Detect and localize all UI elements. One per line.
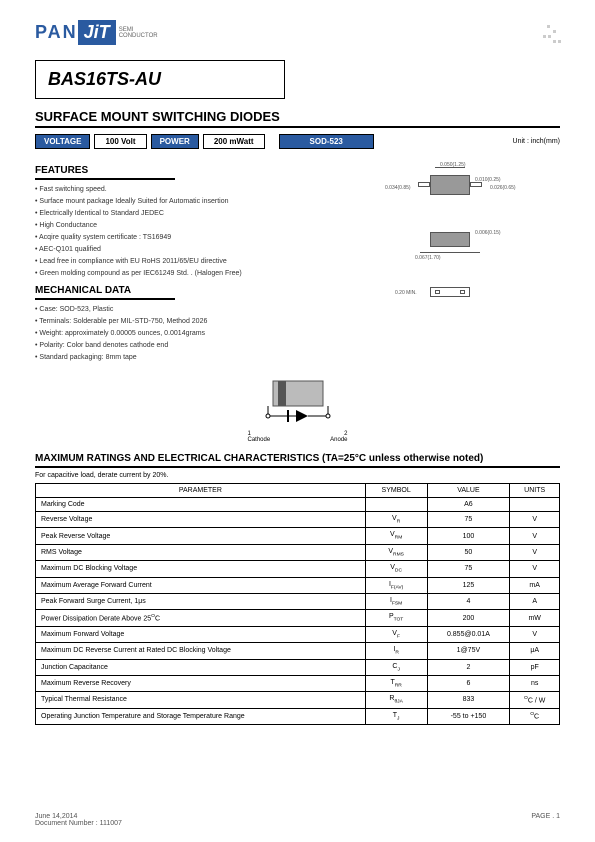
mechanical-header: MECHANICAL DATA (35, 285, 175, 300)
table-row: Maximum Average Forward CurrentIF(AV)125… (36, 577, 560, 593)
mech-item: Standard packaging: 8mm tape (35, 354, 380, 361)
power-value: 200 mWatt (203, 134, 265, 149)
footer-doc: Document Number : 111007 (35, 820, 122, 827)
logo-prefix: PAN (35, 22, 78, 43)
feature-item: AEC-Q101 qualified (35, 246, 380, 253)
package-diagram: 0.050(1.25) 0.034(0.85) 0.010(0.25) 0.02… (380, 157, 560, 366)
part-number-box: BAS16TS-AU (35, 60, 285, 99)
table-row: Maximum Forward VoltageVF0.855@0.01AV (36, 626, 560, 642)
ratings-note: For capacitive load, derate current by 2… (35, 472, 560, 479)
footer-date: June 14,2014 (35, 813, 122, 820)
table-row: Power Dissipation Derate Above 25OCPTOT2… (36, 610, 560, 626)
table-row: Marking CodeA6 (36, 498, 560, 512)
feature-item: Fast switching speed. (35, 186, 380, 193)
table-row: Junction CapacitanceCJ2pF (36, 659, 560, 675)
cathode-label: Cathode (248, 437, 271, 443)
logo-suffix: JiT (78, 20, 116, 45)
main-title: SURFACE MOUNT SWITCHING DIODES (35, 109, 560, 128)
features-list: Fast switching speed. Surface mount packa… (35, 186, 380, 277)
page-footer: June 14,2014 Document Number : 111007 PA… (35, 813, 560, 827)
table-row: Operating Junction Temperature and Stora… (36, 708, 560, 724)
feature-item: Surface mount package Ideally Suited for… (35, 198, 380, 205)
features-header: FEATURES (35, 165, 175, 180)
feature-item: Green molding compound as per IEC61249 S… (35, 270, 380, 277)
table-row: Peak Reverse VoltageVRM100V (36, 528, 560, 544)
package-label: SOD-523 (279, 134, 374, 149)
table-row: Reverse VoltageVR75V (36, 512, 560, 528)
mech-item: Weight: approximately 0.00005 ounces, 0.… (35, 330, 380, 337)
spec-row: VOLTAGE 100 Volt POWER 200 mWatt SOD-523… (35, 134, 560, 149)
anode-label: Anode (330, 437, 347, 443)
feature-item: Acqire quality system certificate : TS16… (35, 234, 380, 241)
logo-subtitle: SEMICONDUCTOR (119, 27, 158, 39)
voltage-label: VOLTAGE (35, 134, 90, 149)
mech-item: Polarity: Color band denotes cathode end (35, 342, 380, 349)
voltage-value: 100 Volt (94, 134, 146, 149)
table-row: Maximum Reverse RecoveryTRR6ns (36, 675, 560, 691)
company-logo: PANJiT SEMICONDUCTOR (35, 20, 560, 45)
diode-symbol: 12 Cathode Anode (35, 376, 560, 443)
part-number: BAS16TS-AU (48, 69, 272, 90)
table-row: RMS VoltageVRMS50V (36, 544, 560, 560)
unit-label: Unit : inch(mm) (513, 138, 560, 145)
mechanical-list: Case: SOD-523, Plastic Terminals: Soldera… (35, 306, 380, 361)
ratings-table: PARAMETERSYMBOLVALUEUNITS Marking CodeA6… (35, 483, 560, 725)
table-row: Typical Thermal ResistanceRθJA833OC / W (36, 692, 560, 708)
feature-item: Electrically Identical to Standard JEDEC (35, 210, 380, 217)
table-row: Peak Forward Surge Current, 1μsIFSM4A (36, 593, 560, 609)
power-label: POWER (151, 134, 199, 149)
table-row: Maximum DC Blocking VoltageVDC75V (36, 561, 560, 577)
feature-item: Lead free in compliance with EU RoHS 201… (35, 258, 380, 265)
table-row: Maximum DC Reverse Current at Rated DC B… (36, 643, 560, 659)
feature-item: High Conductance (35, 222, 380, 229)
ratings-title: MAXIMUM RATINGS AND ELECTRICAL CHARACTER… (35, 453, 560, 468)
mech-item: Terminals: Solderable per MIL-STD-750, M… (35, 318, 380, 325)
decorative-dots (535, 20, 565, 50)
mech-item: Case: SOD-523, Plastic (35, 306, 380, 313)
footer-page: PAGE . 1 (531, 813, 560, 827)
